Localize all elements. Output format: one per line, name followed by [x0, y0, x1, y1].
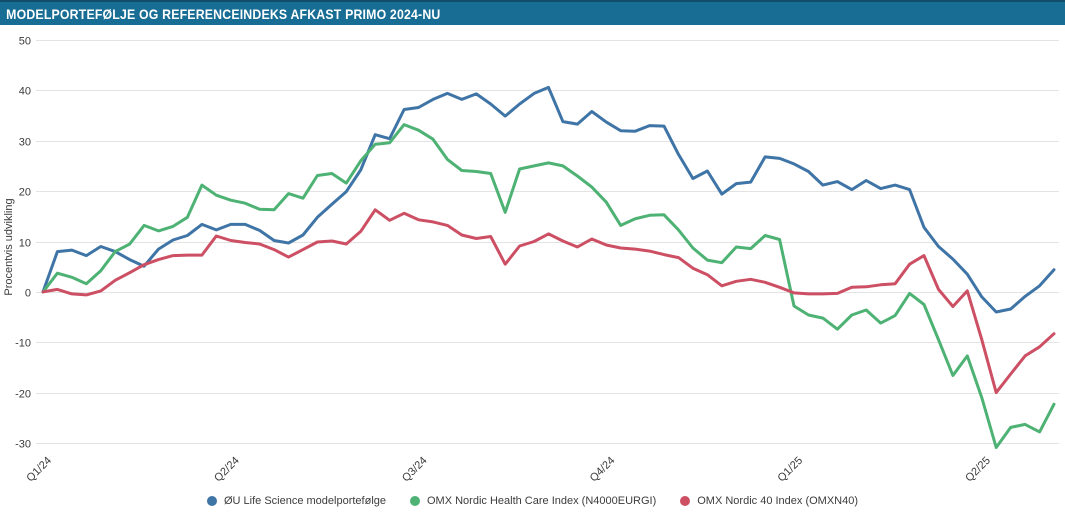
legend-item-omxn40: OMX Nordic 40 Index (OMXN40)	[680, 495, 858, 507]
legend-label: OMX Nordic 40 Index (OMXN40)	[697, 495, 859, 507]
chart-legend: ØU Life Science modelportefølge OMX Nord…	[0, 495, 1065, 507]
legend-item-health-care-index: OMX Nordic Health Care Index (N4000EURGI…	[410, 495, 656, 507]
y-tick-label: -30	[15, 439, 31, 451]
series-line-2	[41, 123, 1056, 449]
legend-item-modelportefolje: ØU Life Science modelportefølge	[206, 495, 386, 507]
legend-dot-red-icon	[680, 496, 691, 506]
legend-label: ØU Life Science modelportefølge	[223, 495, 386, 507]
legend-dot-blue-icon	[206, 496, 217, 506]
y-tick-label: 10	[19, 238, 31, 250]
legend-label: OMX Nordic Health Care Index (N4000EURGI…	[427, 495, 657, 507]
chart-title: MODELPORTEFØLJE OG REFERENCEINDEKS AFKAS…	[6, 5, 441, 22]
x-tick-label: Q1/25	[775, 455, 805, 485]
x-tick-label: Q3/24	[400, 455, 430, 485]
y-tick-label: 0	[25, 288, 31, 300]
y-tick-label: 20	[19, 187, 31, 199]
chart-title-bar: MODELPORTEFØLJE OG REFERENCEINDEKS AFKAS…	[0, 0, 1065, 25]
x-tick-label: Q1/24	[24, 455, 54, 485]
series-line-1	[41, 85, 1056, 314]
x-tick-label: Q2/24	[212, 455, 242, 485]
x-tick-label: Q2/25	[963, 455, 993, 485]
legend-dot-green-icon	[410, 496, 420, 506]
y-axis-title: Procentvis udvikling	[3, 198, 15, 296]
y-tick-label: 50	[19, 36, 31, 48]
y-tick-label: -20	[15, 389, 31, 401]
x-tick-label: Q4/24	[588, 455, 618, 485]
y-tick-label: 30	[19, 137, 31, 149]
y-tick-label: 40	[19, 86, 31, 98]
y-tick-label: -10	[15, 338, 31, 350]
series-line-3	[41, 208, 1056, 395]
